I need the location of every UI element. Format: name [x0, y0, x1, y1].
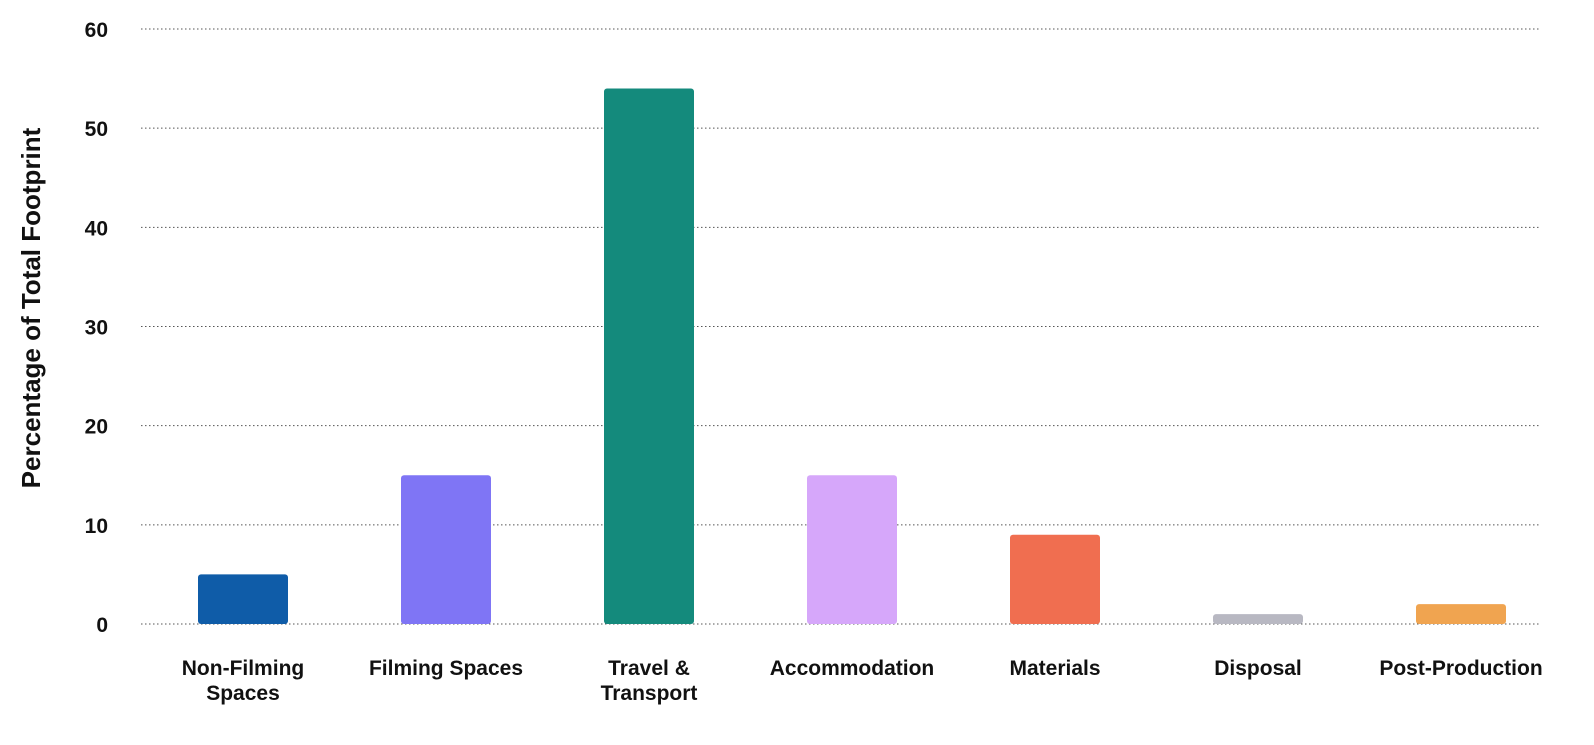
x-category-label-line: Filming Spaces: [369, 657, 523, 680]
y-tick-label: 30: [85, 317, 108, 340]
x-category-label: Post-Production: [1379, 657, 1542, 680]
x-category-label-line: Materials: [1009, 657, 1100, 680]
x-category-label-line: Post-Production: [1379, 657, 1542, 680]
bar: [604, 88, 694, 624]
x-category-label: Non-Filming Spaces: [182, 657, 304, 705]
y-tick-label: 10: [85, 515, 108, 538]
x-category-label: Materials: [1009, 657, 1100, 680]
y-axis-ticks: 0 10 20 30 40 50 60: [85, 19, 108, 637]
y-tick-label: 40: [85, 217, 108, 240]
y-tick-label: 0: [96, 614, 108, 637]
x-category-label: Accommodation: [770, 657, 935, 680]
y-tick-label: 50: [85, 118, 108, 141]
x-category-label-line: Non-Filming: [182, 657, 304, 680]
bar: [1213, 614, 1303, 624]
y-tick-label: 20: [85, 416, 108, 439]
y-tick-label: 60: [85, 19, 108, 42]
x-axis-labels: Non-Filming Spaces Filming Spaces Travel & T…: [182, 657, 1543, 705]
x-category-label-line: Disposal: [1214, 657, 1302, 680]
x-category-label-line: Transport: [601, 682, 698, 705]
bars: [198, 88, 1506, 624]
x-category-label: Travel & Transport: [601, 657, 698, 705]
bar: [198, 574, 288, 624]
x-category-label: Disposal: [1214, 657, 1302, 680]
gridlines: [141, 28, 1540, 625]
y-axis-title: Percentage of Total Footprint: [16, 127, 46, 488]
x-category-label-line: Spaces: [206, 682, 280, 705]
bar: [1010, 534, 1100, 624]
bar: [1416, 604, 1506, 624]
x-category-label-line: Accommodation: [770, 657, 935, 680]
x-category-label-line: Travel &: [608, 657, 690, 680]
bar: [401, 475, 491, 624]
x-category-label: Filming Spaces: [369, 657, 523, 680]
bar: [807, 475, 897, 624]
